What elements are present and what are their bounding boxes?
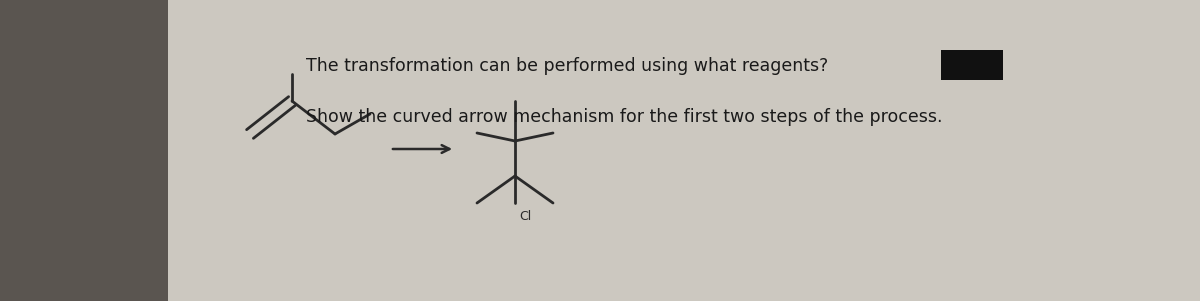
Text: The transformation can be performed using what reagents?: The transformation can be performed usin… [306, 57, 828, 75]
Text: Show the curved arrow mechanism for the first two steps of the process.: Show the curved arrow mechanism for the … [306, 108, 942, 126]
Bar [0, 0, 168, 301]
Text: Cl: Cl [520, 210, 532, 223]
FancyBboxPatch shape [941, 50, 1003, 80]
